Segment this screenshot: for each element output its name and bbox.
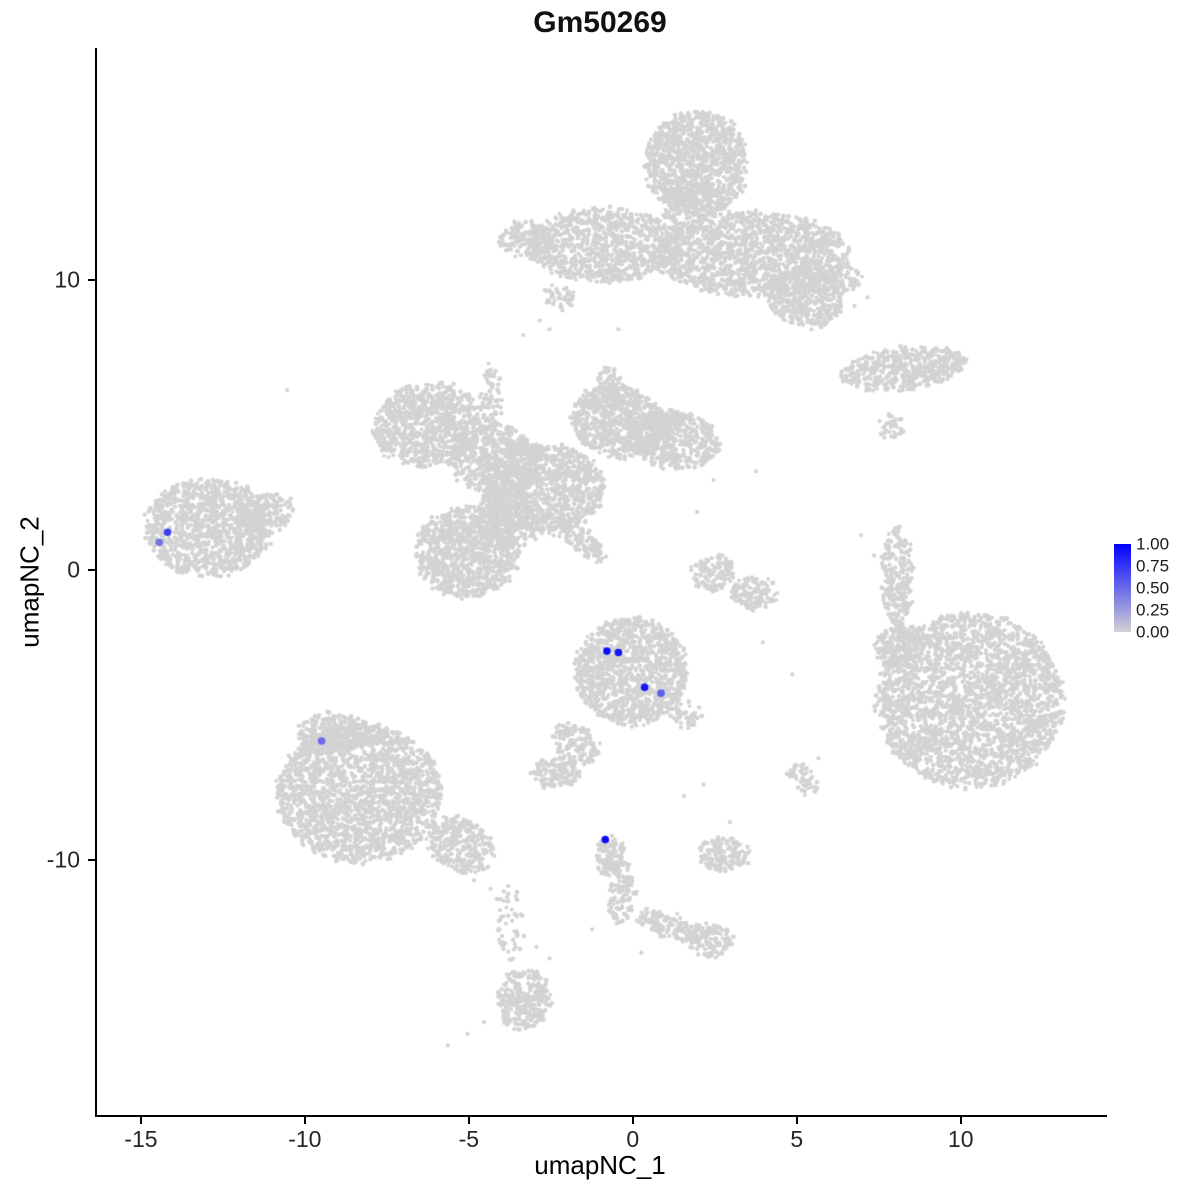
x-axis-label: umapNC_1 xyxy=(534,1150,666,1180)
legend-gradient-bar xyxy=(1114,544,1131,632)
legend-tick-label: 0.50 xyxy=(1136,578,1170,598)
x-tick-mark xyxy=(959,1117,962,1124)
legend-tick-label: 0.75 xyxy=(1136,556,1170,576)
chart-title: Gm50269 xyxy=(533,6,667,39)
x-tick-label: -15 xyxy=(124,1126,158,1152)
y-tick-label: 10 xyxy=(54,266,80,293)
x-tick-label: 5 xyxy=(790,1126,804,1152)
x-tick-mark xyxy=(303,1117,306,1124)
x-tick-mark xyxy=(139,1117,142,1124)
y-tick-label: 0 xyxy=(67,556,80,583)
x-tick-label: 10 xyxy=(947,1126,974,1152)
x-tick-mark xyxy=(631,1117,634,1124)
y-tick-mark xyxy=(88,858,95,861)
legend-tick-labels: 1.00 0.75 0.50 0.25 0.00 xyxy=(1136,536,1196,641)
plot-area xyxy=(95,48,1107,1117)
y-tick-mark xyxy=(88,568,95,571)
x-tick-label: -5 xyxy=(458,1126,480,1152)
x-tick-mark xyxy=(795,1117,798,1124)
y-axis-label: umapNC_2 xyxy=(14,516,45,648)
y-tick-label: -10 xyxy=(46,846,80,873)
x-tick-label: 0 xyxy=(626,1126,640,1152)
y-tick-mark xyxy=(88,278,95,281)
legend-tick-label: 0.00 xyxy=(1136,622,1170,642)
legend-tick-label: 1.00 xyxy=(1136,534,1170,554)
scatter-canvas xyxy=(97,48,1107,1115)
x-tick-label: -10 xyxy=(288,1126,322,1152)
legend-tick-label: 0.25 xyxy=(1136,600,1170,620)
x-tick-mark xyxy=(467,1117,470,1124)
